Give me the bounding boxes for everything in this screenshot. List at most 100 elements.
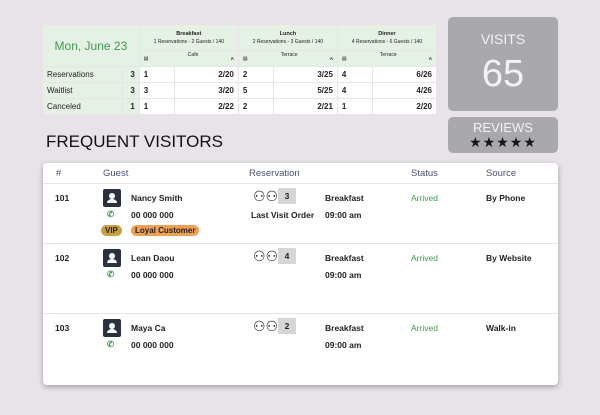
clipboard-icon: ▤ xyxy=(143,55,149,62)
element: Mon, June 23 Breakfast 1 Reservations - 2… xyxy=(42,24,438,115)
schedule-rows-0-cells-2-0: 4 xyxy=(336,66,373,83)
schedule-rows-0-cells-1-1: 3/25 xyxy=(272,66,338,83)
row-reservations: Reservations 3 1 2/20 2 3/25 4 6/26 xyxy=(42,66,438,83)
schedule-rows-1-cells-0-1: 3/20 xyxy=(173,82,239,99)
guests-icon: ⚇⚇ xyxy=(253,248,279,264)
clipboard-icon: ▤ xyxy=(242,55,248,62)
phone-icon: ✆ xyxy=(107,339,115,349)
visitors-1-name: Lean Daou xyxy=(131,253,175,263)
visitor-row[interactable]: 102 Lean Daou ✆ 00 000 000 ⚇⚇ 4 Breakfas… xyxy=(43,243,558,313)
schedule-rows-1-cells-2-0: 4 xyxy=(336,82,373,99)
schedule-rows-2-cells-1-0: 2 xyxy=(237,98,274,115)
element xyxy=(107,253,117,263)
schedule-meals-1-area: Terrace xyxy=(280,52,298,58)
element: Mon, June 23 Breakfast 1 Reservations - 2… xyxy=(42,24,438,67)
visitors-1-time: 09:00 am xyxy=(325,270,362,280)
avatar-icon xyxy=(103,249,121,267)
guests-icon: ጰ xyxy=(329,55,333,62)
area-cell: ▤ Terrace ጰ xyxy=(237,50,338,67)
guests-icon: ጰ xyxy=(429,55,432,62)
reviews-card: REVIEWS ★★★★★ xyxy=(448,117,558,153)
visitors-2-guests: 2 xyxy=(278,318,296,334)
visitors-2-source: Walk-in xyxy=(486,323,516,333)
visitors-0-phone: 00 000 000 xyxy=(131,210,174,220)
schedule-rows-0-total: 3 xyxy=(122,66,140,83)
visitor-row[interactable]: 103 Maya Ca ✆ 00 000 000 ⚇⚇ 2 Breakfast … xyxy=(43,313,558,375)
schedule-rows-2-label: Canceled xyxy=(42,98,123,115)
visitors-2-status: Arrived xyxy=(411,323,438,333)
phone-icon: ✆ xyxy=(107,269,115,279)
schedule-rows-2-cells-0-1: 2/22 xyxy=(173,98,239,115)
visitors-0-id: 101 xyxy=(55,193,70,203)
schedule-rows-0-cells-0-0: 1 xyxy=(138,66,175,83)
schedule-meals-2-summary: 4 Reservations - 6 Guests / 140 xyxy=(351,38,423,45)
avatar-icon xyxy=(103,189,121,207)
schedule-rows-0-cells-2-1: 6/26 xyxy=(371,66,438,83)
schedule-rows-1-total: 3 xyxy=(122,82,140,99)
schedule-rows-0-cells-1-0: 2 xyxy=(237,66,274,83)
element xyxy=(109,193,115,199)
guests-icon: ⚇⚇ xyxy=(253,318,279,334)
phone-icon: ✆ xyxy=(107,209,115,219)
visitors-2-meal: Breakfast xyxy=(325,323,364,333)
schedule-rows-2-cells-2-1: 2/20 xyxy=(371,98,438,115)
visitors-2-id: 103 xyxy=(55,323,70,333)
visitors-2-phone: 00 000 000 xyxy=(131,340,174,350)
visitors-1-meal: Breakfast xyxy=(325,253,364,263)
schedule-rows-1-cells-0-0: 3 xyxy=(138,82,175,99)
area-cell: ▤ Terrace ጰ xyxy=(336,50,438,67)
schedule-rows-1-cells-2-1: 4/26 xyxy=(371,82,438,99)
columns-1: Guest xyxy=(103,168,129,179)
visitors-0-note: Last Visit Order xyxy=(251,210,315,220)
date: Mon, June 23 xyxy=(42,24,140,67)
element: ▤ Cafe ጰ ▤ Terrace ጰ ▤ Terrace ጰ xyxy=(43,50,438,67)
visitors-0-guests: 3 xyxy=(278,188,296,204)
schedule-rows-2-cells-2-0: 1 xyxy=(336,98,373,115)
element xyxy=(109,323,115,329)
columns-4: Source xyxy=(486,168,517,179)
row-waitlist: Waitlist 3 3 3/20 5 5/25 4 4/26 xyxy=(42,82,438,99)
visits-value: 65 xyxy=(481,53,525,95)
vip-badge: VIP xyxy=(101,225,122,236)
schedule-meals-2-area: Terrace xyxy=(379,52,397,58)
visitor-row[interactable]: 101 Nancy Smith ✆ 00 000 000 ⚇⚇ 3 Breakf… xyxy=(43,183,558,243)
visitors-0-status: Arrived xyxy=(411,193,438,203)
area-cell: ▤ Cafe ጰ xyxy=(138,50,239,67)
guests-icon: ጰ xyxy=(230,55,234,62)
columns-2: Reservation xyxy=(249,168,300,179)
visitors-table: # Guest Reservation Status Source 101 Na… xyxy=(43,163,558,385)
columns-0: # xyxy=(56,168,62,179)
element xyxy=(109,253,115,259)
schedule-meals-0-name: Breakfast xyxy=(176,30,202,37)
element xyxy=(107,329,117,333)
schedule-rows-1-label: Waitlist xyxy=(42,82,123,99)
schedule-meals-0-area: Cafe xyxy=(187,52,199,58)
schedule-meals-0-summary: 1 Reservations - 2 Guests / 140 xyxy=(153,38,224,45)
visitors-1-guests: 4 xyxy=(278,248,296,264)
schedule-rows-2-total: 1 xyxy=(122,98,140,115)
visitors-1-id: 102 xyxy=(55,253,70,263)
clipboard-icon: ▤ xyxy=(341,55,347,62)
visitors-1-phone: 00 000 000 xyxy=(131,270,174,280)
reviews-label: REVIEWS xyxy=(473,120,533,135)
element xyxy=(107,323,117,333)
star-rating: ★★★★★ xyxy=(469,134,537,150)
visitors-1-source: By Website xyxy=(486,253,532,263)
schedule-rows-2-cells-0-0: 1 xyxy=(138,98,175,115)
visitors-0-time: 09:00 am xyxy=(325,210,362,220)
schedule-rows-1-cells-1-1: 5/25 xyxy=(272,82,338,99)
visits-label: VISITS xyxy=(480,31,526,47)
visitors-0-meal: Breakfast xyxy=(325,193,364,203)
visitors-0-name: Nancy Smith xyxy=(131,193,183,203)
element xyxy=(107,259,117,263)
visitors-0-source: By Phone xyxy=(486,193,526,203)
schedule-rows-0-cells-0-1: 2/20 xyxy=(173,66,239,83)
columns-3: Status xyxy=(411,168,438,179)
section-title: FREQUENT VISITORS xyxy=(46,132,223,151)
element xyxy=(107,193,117,203)
schedule-meals-1-name: Lunch xyxy=(279,30,297,37)
schedule-rows-2-cells-1-1: 2/21 xyxy=(272,98,338,115)
guests-icon: ⚇⚇ xyxy=(253,188,279,204)
schedule-rows-1-cells-1-0: 5 xyxy=(237,82,274,99)
visitors-1-status: Arrived xyxy=(411,253,438,263)
